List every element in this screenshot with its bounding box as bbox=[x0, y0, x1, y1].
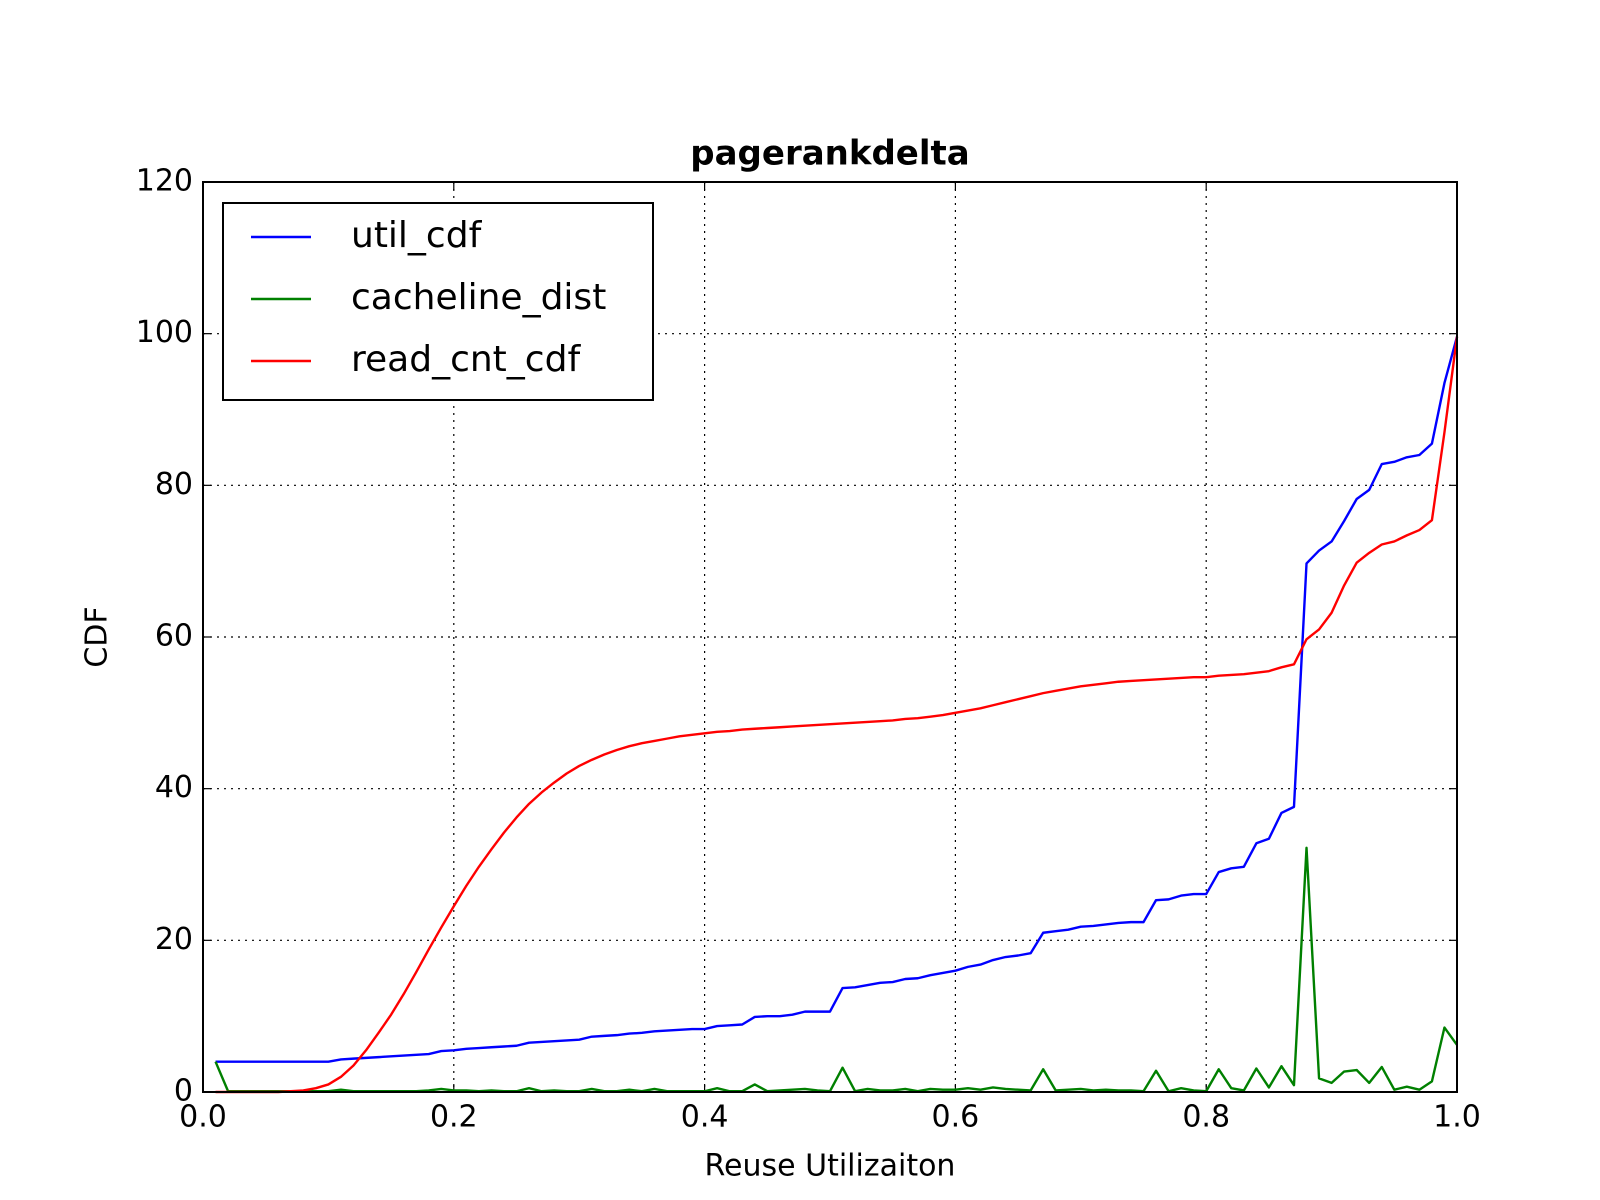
y-tick-label: 120 bbox=[136, 164, 193, 199]
chart-title: pagerankdelta bbox=[690, 134, 969, 174]
x-tick-label: 0.2 bbox=[430, 1100, 478, 1135]
y-tick-label: 100 bbox=[136, 315, 193, 350]
plot-frame bbox=[202, 181, 1458, 1093]
legend-box bbox=[222, 202, 654, 401]
x-tick-label: 0.0 bbox=[179, 1100, 227, 1135]
legend-label: util_cdf bbox=[351, 215, 483, 256]
x-axis-label: Reuse Utilizaiton bbox=[705, 1149, 956, 1184]
y-axis-label: CDF bbox=[80, 606, 115, 667]
legend-label: cacheline_dist bbox=[351, 277, 606, 318]
x-tick-label: 1.0 bbox=[1433, 1100, 1481, 1135]
legend-label: read_cnt_cdf bbox=[351, 339, 581, 380]
series-line bbox=[214, 846, 1458, 1093]
x-tick-label: 0.4 bbox=[681, 1100, 729, 1135]
series-line bbox=[215, 336, 1459, 1094]
y-tick-label: 60 bbox=[155, 619, 193, 654]
y-tick-label: 80 bbox=[155, 467, 193, 502]
series-line bbox=[215, 336, 1459, 1063]
y-tick-label: 40 bbox=[155, 770, 193, 805]
y-tick-label: 20 bbox=[155, 922, 193, 957]
y-tick-label: 0 bbox=[174, 1074, 193, 1109]
x-tick-label: 0.8 bbox=[1182, 1100, 1230, 1135]
x-tick-label: 0.6 bbox=[932, 1100, 980, 1135]
